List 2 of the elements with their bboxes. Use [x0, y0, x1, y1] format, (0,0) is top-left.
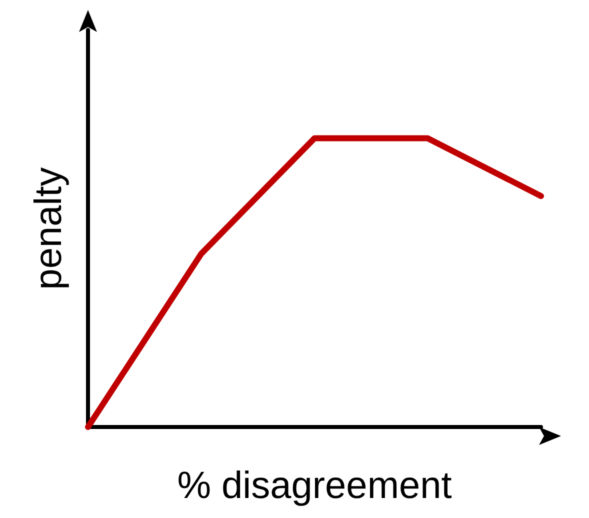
y-axis-title: penalty — [28, 167, 70, 290]
x-axis-title: % disagreement — [177, 465, 452, 507]
